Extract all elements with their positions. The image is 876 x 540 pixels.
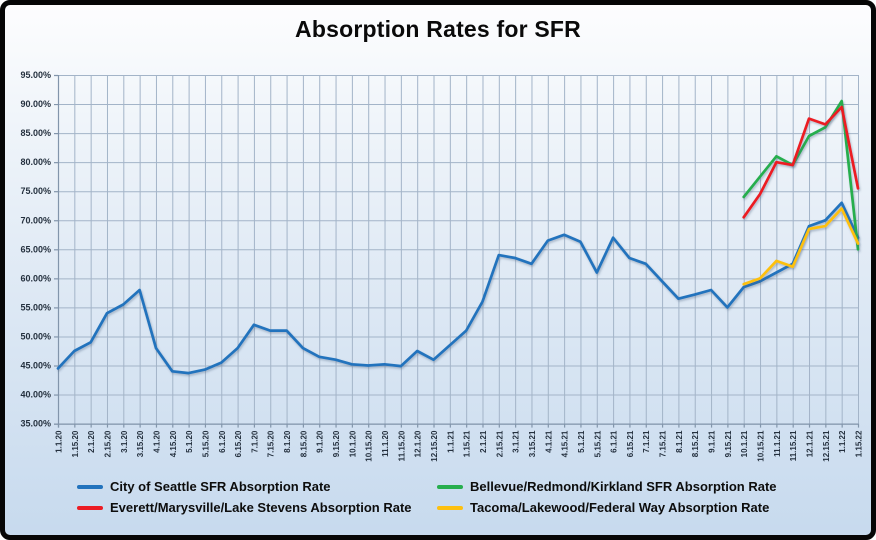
- svg-text:11.15.20: 11.15.20: [397, 430, 406, 461]
- svg-text:4.1.21: 4.1.21: [544, 430, 553, 453]
- svg-text:3.15.20: 3.15.20: [136, 430, 145, 457]
- svg-text:6.1.21: 6.1.21: [610, 430, 619, 453]
- chart-title: Absorption Rates for SFR: [295, 16, 581, 42]
- svg-text:1.1.22: 1.1.22: [838, 430, 847, 453]
- svg-text:5.15.21: 5.15.21: [593, 430, 602, 457]
- svg-text:10.1.21: 10.1.21: [740, 430, 749, 457]
- svg-text:7.15.20: 7.15.20: [267, 430, 276, 457]
- svg-text:3.1.21: 3.1.21: [512, 430, 521, 453]
- svg-text:5.15.20: 5.15.20: [201, 430, 210, 457]
- series-line-2: [742, 99, 860, 251]
- svg-text:10.15.20: 10.15.20: [365, 430, 374, 462]
- svg-text:80.00%: 80.00%: [20, 157, 51, 167]
- svg-text:10.1.20: 10.1.20: [348, 430, 357, 457]
- svg-text:5.1.20: 5.1.20: [185, 430, 194, 453]
- svg-text:7.1.21: 7.1.21: [642, 430, 651, 453]
- legend-label: Bellevue/Redmond/Kirkland SFR Absorption…: [470, 479, 777, 494]
- svg-text:9.1.20: 9.1.20: [316, 430, 325, 453]
- svg-text:10.15.21: 10.15.21: [757, 430, 766, 462]
- svg-text:2.1.21: 2.1.21: [479, 430, 488, 453]
- svg-text:6.1.20: 6.1.20: [218, 430, 227, 453]
- legend-item-4: Tacoma/Lakewood/Federal Way Absorption R…: [437, 500, 837, 515]
- svg-text:8.1.20: 8.1.20: [283, 430, 292, 453]
- svg-text:11.15.21: 11.15.21: [789, 430, 798, 461]
- legend-item-1: City of Seattle SFR Absorption Rate: [77, 479, 437, 494]
- series-line-1: [56, 201, 860, 375]
- y-axis-labels: 95.00% 90.00% 85.00% 80.00% 75.00% 70.00% 65.0…: [20, 70, 51, 429]
- svg-text:9.15.21: 9.15.21: [724, 430, 733, 457]
- svg-text:45.00%: 45.00%: [20, 361, 51, 371]
- svg-text:11.1.20: 11.1.20: [381, 430, 390, 457]
- svg-text:40.00%: 40.00%: [20, 390, 51, 400]
- legend-swatch-icon: [437, 505, 463, 510]
- svg-text:3.15.21: 3.15.21: [528, 430, 537, 457]
- series-line-3: [742, 105, 860, 219]
- plot-area: 95.00% 90.00% 85.00% 80.00% 75.00% 70.00% 65.0…: [20, 70, 864, 462]
- legend-label: Tacoma/Lakewood/Federal Way Absorption R…: [470, 500, 770, 515]
- legend-label: City of Seattle SFR Absorption Rate: [110, 479, 331, 494]
- svg-text:2.15.21: 2.15.21: [495, 430, 504, 457]
- legend-item-3: Everett/Marysville/Lake Stevens Absorpti…: [77, 500, 437, 515]
- legend: City of Seattle SFR Absorption Rate Belle…: [77, 479, 837, 515]
- svg-text:1.15.20: 1.15.20: [71, 430, 80, 457]
- svg-text:35.00%: 35.00%: [20, 419, 51, 429]
- svg-text:9.1.21: 9.1.21: [708, 430, 717, 453]
- svg-text:8.1.21: 8.1.21: [675, 430, 684, 453]
- svg-text:85.00%: 85.00%: [20, 128, 51, 138]
- axes: [54, 74, 860, 428]
- svg-text:6.15.20: 6.15.20: [234, 430, 243, 457]
- svg-text:2.1.20: 2.1.20: [87, 430, 96, 453]
- svg-text:75.00%: 75.00%: [20, 186, 51, 196]
- svg-text:3.1.20: 3.1.20: [120, 430, 129, 453]
- svg-text:11.1.21: 11.1.21: [773, 430, 782, 457]
- svg-text:50.00%: 50.00%: [20, 331, 51, 341]
- svg-text:1.1.21: 1.1.21: [446, 430, 455, 453]
- svg-text:1.15.22: 1.15.22: [855, 430, 864, 457]
- svg-text:8.15.21: 8.15.21: [691, 430, 700, 457]
- svg-text:7.1.20: 7.1.20: [250, 430, 259, 453]
- svg-text:60.00%: 60.00%: [20, 273, 51, 283]
- legend-swatch-icon: [77, 484, 103, 489]
- svg-text:65.00%: 65.00%: [20, 244, 51, 254]
- svg-text:2.15.20: 2.15.20: [103, 430, 112, 457]
- series-line-4: [742, 207, 860, 286]
- svg-text:12.1.21: 12.1.21: [806, 430, 815, 457]
- svg-text:55.00%: 55.00%: [20, 302, 51, 312]
- svg-text:1.1.20: 1.1.20: [55, 430, 64, 453]
- svg-text:4.15.20: 4.15.20: [169, 430, 178, 457]
- svg-text:6.15.21: 6.15.21: [626, 430, 635, 457]
- svg-text:12.1.20: 12.1.20: [414, 430, 423, 457]
- svg-text:70.00%: 70.00%: [20, 215, 51, 225]
- legend-item-2: Bellevue/Redmond/Kirkland SFR Absorption…: [437, 479, 837, 494]
- svg-text:12.15.20: 12.15.20: [430, 430, 439, 462]
- legend-label: Everett/Marysville/Lake Stevens Absorpti…: [110, 500, 412, 515]
- svg-text:8.15.20: 8.15.20: [299, 430, 308, 457]
- legend-swatch-icon: [437, 484, 463, 489]
- svg-text:9.15.20: 9.15.20: [332, 430, 341, 457]
- legend-swatch-icon: [77, 505, 103, 510]
- svg-text:5.1.21: 5.1.21: [577, 430, 586, 453]
- svg-text:4.15.21: 4.15.21: [561, 430, 570, 457]
- x-axis-labels: 1.1.20 1.15.20 2.1.20 2.15.20 3.1.20 3.15.20 4…: [55, 430, 864, 462]
- svg-text:90.00%: 90.00%: [20, 99, 51, 109]
- svg-text:4.1.20: 4.1.20: [152, 430, 161, 453]
- svg-text:7.15.21: 7.15.21: [659, 430, 668, 457]
- svg-text:12.15.21: 12.15.21: [822, 430, 831, 462]
- svg-text:1.15.21: 1.15.21: [463, 430, 472, 457]
- svg-text:95.00%: 95.00%: [20, 70, 51, 80]
